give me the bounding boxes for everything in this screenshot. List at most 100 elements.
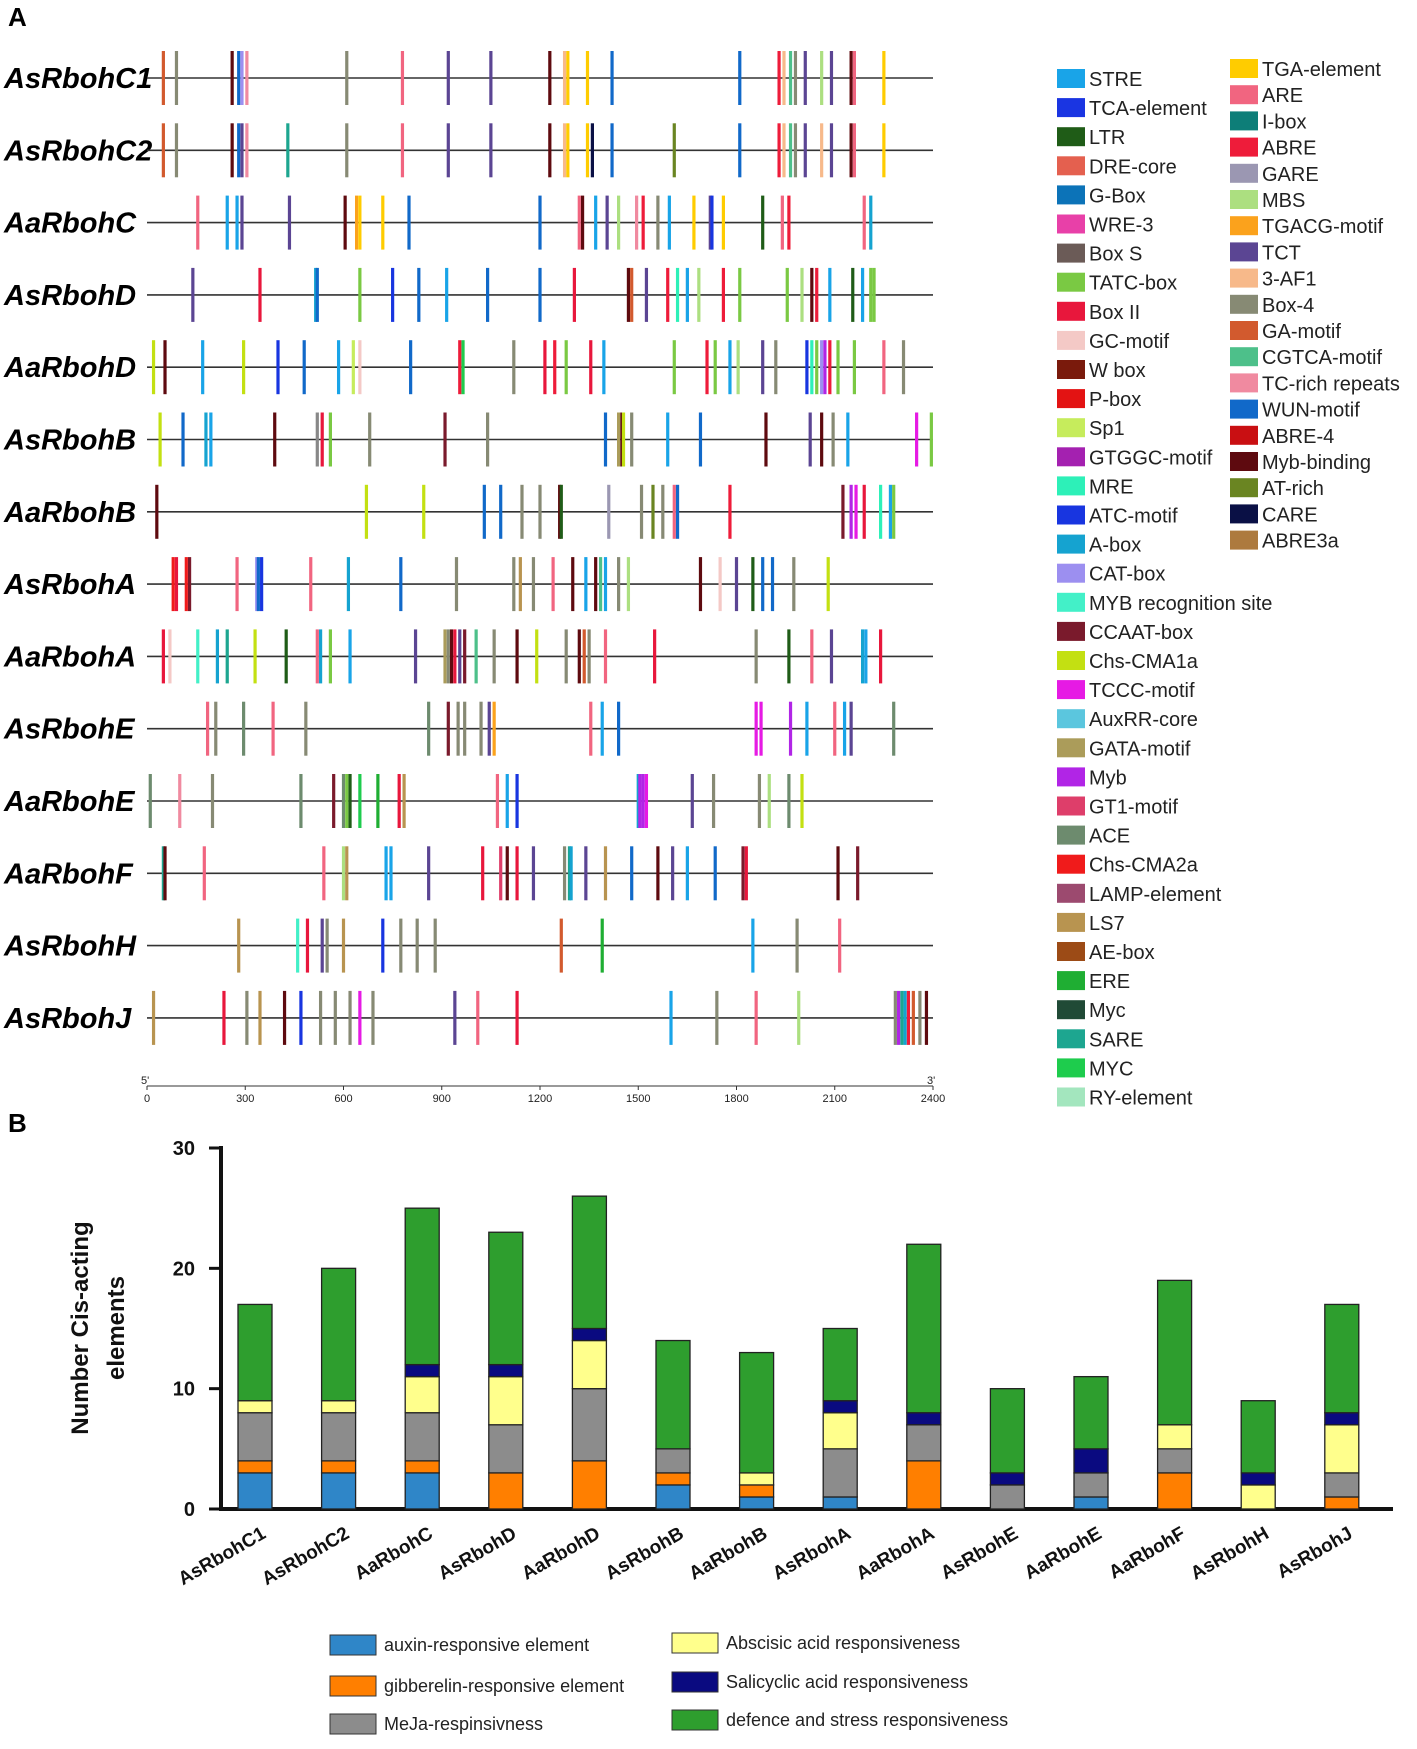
element-mark (797, 990, 801, 1045)
element-mark (205, 701, 210, 756)
legend-label: G-Box (1089, 185, 1146, 207)
bar-segment (320, 1472, 357, 1510)
legend-swatch (1057, 971, 1085, 991)
legend-swatch (1230, 190, 1258, 209)
element-mark (225, 629, 229, 684)
element-mark (713, 846, 717, 901)
element-mark (569, 846, 573, 901)
bar-segment (1240, 1400, 1276, 1474)
legend-swatch (1057, 1087, 1085, 1107)
element-mark (718, 557, 722, 612)
element-mark (698, 557, 703, 612)
element-mark (572, 267, 576, 322)
element-mark (515, 990, 519, 1045)
element-mark (828, 340, 832, 395)
bar-segment (1073, 1472, 1109, 1498)
element-mark (562, 846, 567, 901)
element-mark (302, 340, 306, 395)
element-mark (163, 340, 167, 395)
bar-segment (237, 1412, 273, 1462)
element-mark (499, 484, 503, 539)
legend-label: TCCC-motif (1089, 680, 1195, 702)
element-mark (512, 340, 516, 395)
element-mark (774, 340, 778, 395)
element-mark (605, 195, 609, 250)
element-mark (603, 629, 608, 684)
element-mark (787, 774, 791, 828)
legend-swatch (1057, 1000, 1085, 1020)
element-mark (669, 990, 673, 1045)
element-mark (820, 123, 824, 178)
element-mark (901, 340, 906, 395)
element-mark (864, 629, 868, 684)
element-mark (621, 412, 626, 467)
element-mark (829, 123, 834, 178)
element-mark (391, 267, 395, 322)
gene-label: AsRbohE (3, 714, 136, 746)
element-mark (333, 990, 337, 1045)
element-mark (222, 990, 226, 1045)
element-mark (787, 195, 791, 250)
gene-label: AaRbohA (3, 641, 136, 673)
element-mark (515, 846, 519, 901)
element-mark (315, 629, 319, 684)
element-mark (201, 340, 205, 395)
element-mark (245, 51, 249, 105)
element-mark (788, 51, 793, 105)
element-mark (610, 51, 614, 105)
element-mark (793, 51, 798, 105)
element-mark (474, 629, 478, 684)
legend-label: GT1-motif (1089, 797, 1178, 819)
element-mark (174, 123, 179, 178)
bar-segment (1324, 1472, 1360, 1498)
element-mark (770, 557, 775, 612)
element-mark (728, 484, 732, 539)
element-mark (384, 846, 388, 901)
element-mark (672, 123, 676, 178)
element-mark (299, 990, 303, 1045)
element-mark (653, 629, 657, 684)
legend-label: CCAAT-box (1089, 622, 1193, 644)
element-mark (566, 123, 570, 178)
element-mark (489, 51, 493, 105)
panel-a-promoter-map: AsRbohC1 AsRbohC2 AaRbohC AsRbohD AaRbohD AsR… (3, 51, 1400, 1110)
element-mark (656, 846, 660, 901)
element-mark (325, 918, 329, 973)
element-mark (328, 629, 332, 684)
legend-label: CAT-box (1089, 564, 1165, 586)
element-mark (777, 51, 781, 105)
element-mark (381, 918, 385, 973)
legend-swatch (1230, 111, 1258, 131)
y-tick-label: 10 (173, 1379, 195, 1401)
element-mark (852, 340, 856, 395)
element-mark (332, 774, 336, 828)
element-mark (341, 774, 346, 828)
legend-label: MYC (1089, 1058, 1133, 1080)
element-mark (399, 918, 403, 973)
element-mark (808, 412, 812, 467)
element-mark (598, 557, 603, 612)
element-mark (710, 195, 714, 250)
element-mark (422, 484, 426, 539)
legend-label: Myb (1089, 767, 1127, 789)
bar-segment (1324, 1496, 1360, 1510)
element-mark (690, 774, 694, 828)
element-mark (715, 990, 719, 1045)
y-axis-label-line2: elements (103, 1276, 130, 1380)
element-mark (486, 412, 490, 467)
element-mark (882, 123, 886, 178)
element-mark (256, 557, 260, 612)
element-mark (734, 557, 739, 612)
legend-label: GA-motif (1262, 321, 1341, 343)
element-mark (492, 629, 496, 684)
legend-swatch (1057, 651, 1085, 670)
legend-label: defence and stress responsiveness (726, 1710, 1008, 1730)
bar-segment (989, 1472, 1026, 1486)
element-mark (644, 267, 649, 322)
element-mark (738, 267, 742, 322)
y-tick-label: 30 (173, 1138, 195, 1160)
element-mark (892, 484, 896, 539)
element-mark (782, 51, 786, 105)
legend-swatch (1057, 272, 1085, 292)
legend-label: Chs-CMA2a (1089, 855, 1199, 877)
